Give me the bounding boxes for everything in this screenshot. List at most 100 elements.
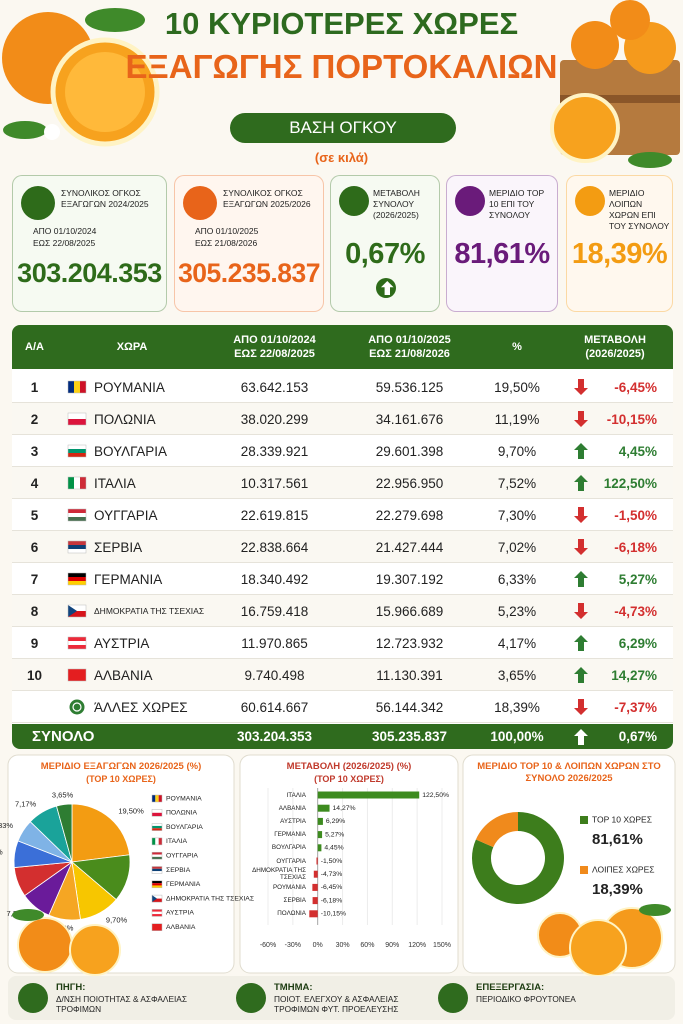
- share: 6,33%: [497, 571, 537, 587]
- flag-border: [151, 923, 163, 931]
- share: 7,52%: [497, 475, 537, 491]
- value-2024: 22.619.815: [240, 507, 309, 523]
- value-2024: 22.838.664: [240, 539, 309, 555]
- table-row: [12, 403, 673, 435]
- value-2024: 63.642.153: [240, 379, 309, 395]
- column-header: %: [512, 341, 522, 353]
- flag-icon: [67, 508, 87, 522]
- arrow-icon: [574, 728, 588, 745]
- bar: [317, 844, 322, 852]
- category-label: ΒΟΥΛΓΑΡΙΑ: [271, 844, 306, 852]
- pie-slice: [17, 821, 73, 863]
- legend-label: ΠΟΛΩΝΙΑ: [166, 810, 197, 817]
- kpi-label: ΜΕΤΑΒΟΛΗ ΣΥΝΟΛΟΥ (2026/2025): [373, 188, 420, 220]
- share: 7,02%: [497, 539, 537, 555]
- orange-slice: [65, 52, 145, 132]
- decoration: [2, 0, 680, 168]
- arrow: [574, 539, 588, 555]
- flag-stripe: [68, 509, 86, 513]
- arrow-icon: [574, 475, 588, 491]
- country: ΑΛΒΑΝΙΑ: [94, 667, 153, 683]
- legend-swatch: [580, 816, 588, 824]
- change: 6,29%: [618, 635, 657, 651]
- value-label: -1,50%: [321, 858, 343, 865]
- category-label: ΑΥΣΤΡΙΑ: [280, 817, 306, 825]
- flag: [151, 909, 163, 917]
- title: 10 ΚΥΡΙΟΤΕΡΕΣ ΧΩΡΕΣ: [164, 6, 519, 41]
- orange: [571, 21, 619, 69]
- flag-border: [67, 380, 87, 394]
- rank: 7: [30, 571, 39, 587]
- share: 3,65%: [497, 667, 537, 683]
- flag-border: [67, 572, 87, 586]
- change: -6,45%: [614, 379, 657, 395]
- kpi-period: ΑΠΟ 01/10/2025: [195, 226, 259, 236]
- flag-stripe: [152, 885, 162, 888]
- value-2024: 9.740.498: [244, 667, 305, 683]
- globe-icon: [69, 699, 85, 715]
- category-label: ΠΟΛΩΝΙΑ: [277, 910, 306, 918]
- bar: [317, 804, 330, 812]
- pie-slice: [71, 803, 130, 863]
- arrow-icon: [574, 507, 588, 523]
- value-2025: 19.307.192: [375, 571, 444, 587]
- kpi-period: ΑΠΟ 01/10/2024: [33, 226, 97, 236]
- flag-border: [151, 866, 163, 874]
- leaf: [639, 904, 671, 916]
- flag-stripe: [68, 611, 86, 617]
- kpi-label: ΜΕΡΙΔΙΟ TOP 10 ΕΠΙ ΤΟΥ ΣΥΝΟΛΟΥ: [489, 188, 544, 220]
- kpi-label: ΣΥΝΟΛΙΚΟΣ ΟΓΚΟΣ ΕΞΑΓΩΓΩΝ 2024/2025: [61, 188, 149, 209]
- value-2025: 15.966.689: [375, 603, 444, 619]
- change: 122,50%: [603, 475, 657, 491]
- flag-border: [151, 809, 163, 817]
- arrow-icon: [574, 667, 588, 683]
- flag-stripe: [68, 513, 86, 517]
- table-row: [12, 467, 673, 499]
- footer-label: ΠΗΓΗ:: [56, 982, 86, 993]
- arrow: [574, 379, 588, 395]
- crate: [560, 95, 680, 103]
- pie-slice: [55, 803, 73, 863]
- country: ΑΥΣΤΡΙΑ: [94, 635, 150, 651]
- orange: [610, 0, 650, 40]
- category-label: ΑΛΒΑΝΙΑ: [278, 804, 306, 812]
- change: -7,37%: [614, 699, 657, 715]
- column-header: Α/Α: [25, 341, 44, 353]
- arrow-icon: [574, 379, 588, 395]
- flag: [67, 476, 87, 490]
- country: ΙΤΑΛΙΑ: [94, 475, 136, 491]
- x-tick-label: 150%: [433, 942, 451, 949]
- flag-stripe: [152, 823, 162, 826]
- flag-icon: [67, 572, 87, 586]
- flag-stripe: [152, 880, 162, 884]
- flag-border: [151, 837, 163, 846]
- flag-stripe: [68, 577, 86, 581]
- flag-icon: [67, 540, 87, 554]
- value-label: 4,45%: [324, 845, 343, 852]
- kpi-icon: [21, 186, 55, 220]
- badge: ΒΑΣΗ ΟΓΚΟΥ: [230, 113, 456, 143]
- change: 14,27%: [611, 667, 657, 683]
- value-label: -10,15%: [321, 911, 346, 918]
- bar: [317, 817, 323, 825]
- flag: [151, 894, 163, 903]
- flag-border: [151, 851, 163, 860]
- table-row: [12, 595, 673, 627]
- table-row: [12, 691, 673, 723]
- legend-label: ΔΗΜΟΚΡΑΤΙΑ ΤΗΣ ΤΣΕΧΙΑΣ: [166, 895, 254, 902]
- flag-icon: [67, 604, 87, 618]
- kpi-card: ΣΥΝΟΛΙΚΟΣ ΟΓΚΟΣ ΕΞΑΓΩΓΩΝ 2025/2026 ΑΠΟ 01…: [174, 175, 324, 312]
- flag-stripe: [152, 923, 162, 931]
- flag-border: [67, 668, 87, 682]
- share: 9,70%: [497, 443, 537, 459]
- unit-note: (σε κιλά): [314, 150, 369, 165]
- rank: 10: [26, 667, 43, 683]
- flag-stripe: [158, 837, 162, 845]
- flag: [151, 794, 163, 803]
- value-2025: 34.161.676: [375, 411, 444, 427]
- flag-border: [151, 794, 163, 803]
- flag-stripe: [152, 871, 162, 874]
- flag: [151, 880, 163, 889]
- flag-stripe: [152, 909, 162, 912]
